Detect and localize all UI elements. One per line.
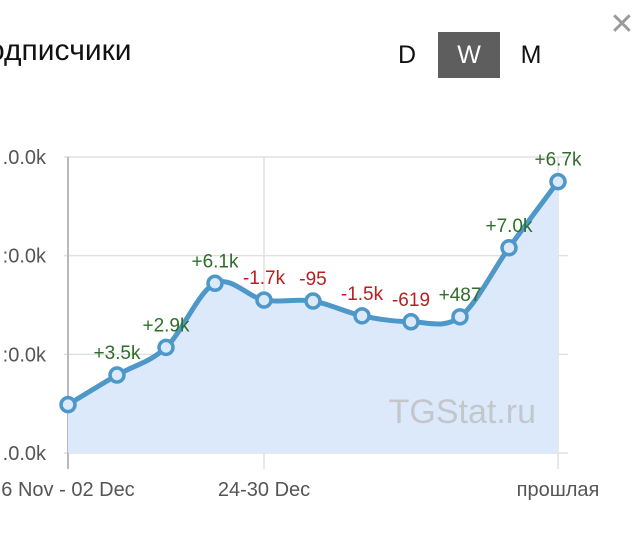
- data-point: [157, 338, 175, 357]
- chart-title: одписчики: [0, 34, 132, 67]
- data-point: [402, 313, 420, 331]
- watermark: TGStat.ru: [389, 393, 536, 431]
- data-point: [304, 292, 322, 310]
- close-icon[interactable]: ✕: [609, 8, 635, 41]
- x-tick-label: 6 Nov - 02 Dec: [1, 479, 134, 501]
- data-label: +6.1k: [191, 251, 239, 272]
- y-tick-label: .0.0k: [3, 147, 47, 169]
- data-label: -619: [392, 290, 430, 311]
- data-label: +7.0k: [485, 216, 533, 237]
- data-label: +2.9k: [142, 315, 190, 336]
- series-area: [68, 181, 558, 453]
- x-tick-label: прошлая: [517, 479, 600, 501]
- x-tick-label: 24-30 Dec: [218, 479, 310, 501]
- data-point: [108, 366, 126, 384]
- data-point: [451, 308, 469, 326]
- data-label: -1.5k: [341, 284, 384, 305]
- data-label: +487: [439, 285, 482, 306]
- data-point: [549, 172, 567, 191]
- period-month-button[interactable]: M: [520, 41, 542, 69]
- data-label: +6.7k: [534, 150, 582, 171]
- data-point: [500, 239, 518, 257]
- y-tick-label: :0.0k: [3, 344, 47, 366]
- y-tick-label: :0.0k: [3, 246, 47, 268]
- data-point: [59, 395, 77, 414]
- period-week-button[interactable]: W: [438, 32, 500, 78]
- data-point: [255, 291, 273, 309]
- data-label: -1.7k: [243, 268, 286, 289]
- data-point: [206, 274, 224, 293]
- y-tick-label: .0.0k: [3, 443, 47, 465]
- data-label: -95: [299, 269, 326, 290]
- period-day-button[interactable]: D: [397, 41, 417, 69]
- data-label: +3.5k: [93, 343, 141, 364]
- data-point: [353, 307, 371, 325]
- period-toggle: D W M: [376, 32, 562, 78]
